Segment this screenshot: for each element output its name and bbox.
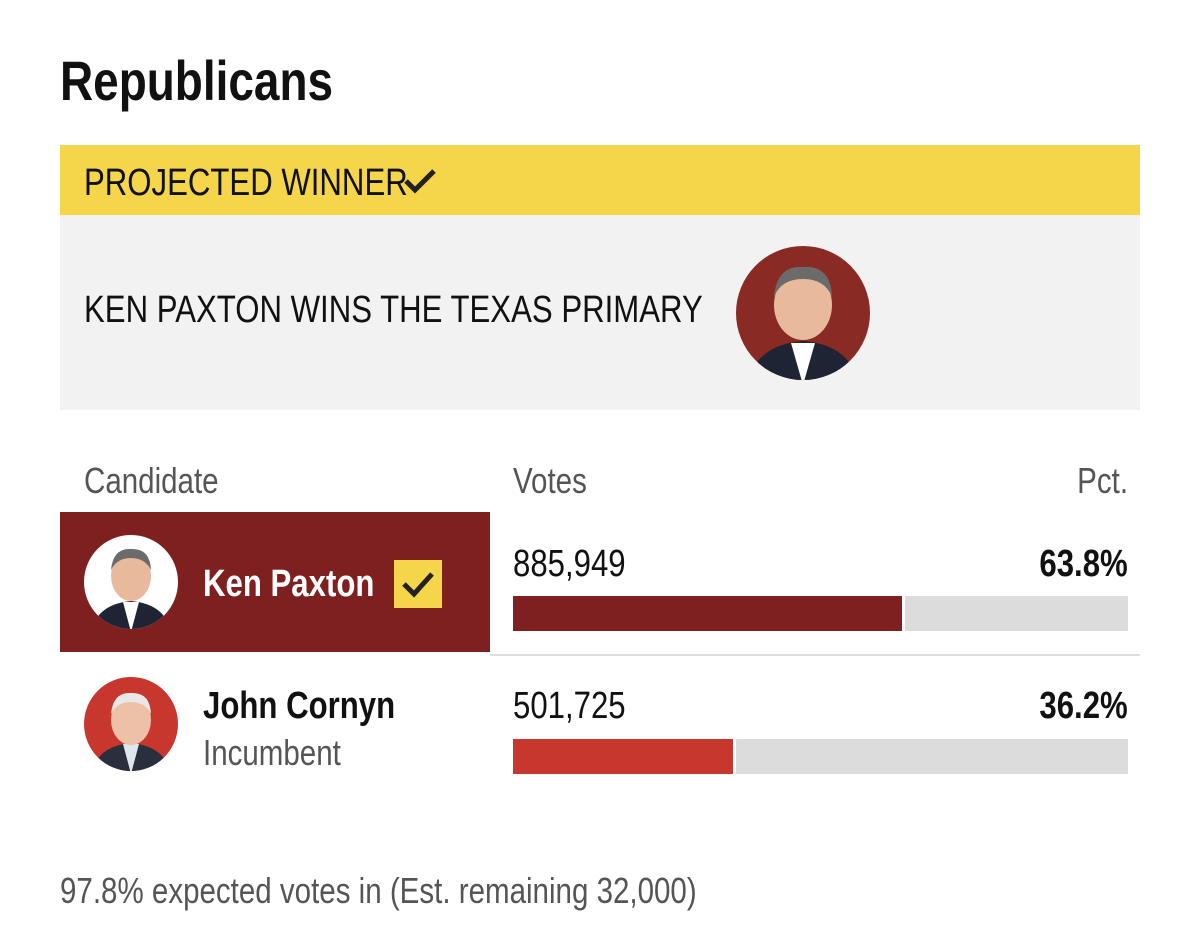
winner-text: KEN PAXTON WINS THE TEXAS PRIMARY <box>84 289 703 331</box>
pct-text: 63.8% <box>1039 543 1128 585</box>
header-text: Pct. <box>1077 460 1128 501</box>
header-pct: Pct. <box>1066 460 1128 502</box>
header-text: Votes <box>513 460 587 501</box>
candidate-name: Ken Paxton <box>203 563 412 606</box>
vote-bar <box>513 596 906 631</box>
footer-text: 97.8% expected votes in (Est. remaining … <box>60 870 697 911</box>
note-text: Incumbent <box>203 732 341 773</box>
votes-text: 501,725 <box>513 685 626 727</box>
bar-track <box>513 596 1128 631</box>
votes: 501,725 <box>513 685 650 728</box>
title-text: Republicans <box>60 49 334 112</box>
candidate-photo <box>84 535 178 629</box>
winner-box: KEN PAXTON WINS THE TEXAS PRIMARY <box>60 215 1140 410</box>
votes-text: 885,949 <box>513 543 626 585</box>
winner-headline: KEN PAXTON WINS THE TEXAS PRIMARY <box>84 289 839 332</box>
bar-track <box>513 739 1128 774</box>
pct-text: 36.2% <box>1039 685 1128 727</box>
divider <box>490 654 1140 656</box>
banner-text: PROJECTED WINNER <box>84 162 408 204</box>
header-votes: Votes <box>513 460 603 502</box>
winner-photo <box>736 246 870 380</box>
name-text: John Cornyn <box>203 685 396 727</box>
title: Republicans <box>60 48 393 113</box>
header-text: Candidate <box>84 460 219 501</box>
candidate-note: Incumbent <box>203 732 371 774</box>
candidate-photo <box>84 677 178 771</box>
candidate-name: John Cornyn <box>203 685 437 728</box>
vote-bar <box>513 739 736 774</box>
pct: 63.8% <box>1020 543 1128 586</box>
banner-label: PROJECTED WINNER <box>84 162 479 205</box>
header-candidate: Candidate <box>84 460 248 502</box>
winner-check <box>394 560 442 608</box>
footer: 97.8% expected votes in (Est. remaining … <box>60 870 836 912</box>
pct: 36.2% <box>1020 685 1128 728</box>
winner-banner: PROJECTED WINNER <box>60 145 1140 215</box>
check-icon <box>402 572 434 598</box>
check-icon <box>404 169 436 194</box>
votes: 885,949 <box>513 543 650 586</box>
name-text: Ken Paxton <box>203 563 375 605</box>
